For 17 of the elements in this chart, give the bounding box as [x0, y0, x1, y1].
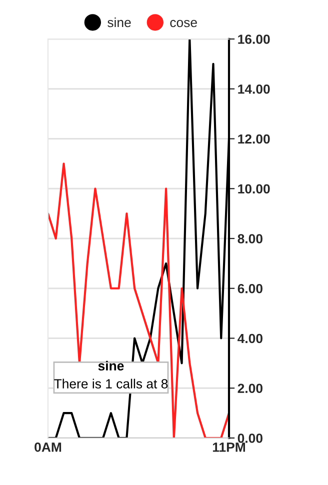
legend-label: cose: [170, 20, 197, 28]
y-tick-label: 0.00: [238, 434, 262, 443]
y-tick-label: 10.00: [238, 184, 270, 194]
y-tick-label: 2.00: [238, 384, 262, 394]
legend-label: sine: [108, 17, 131, 28]
line-series: [48, 162, 229, 438]
y-tick-label: 12.00: [238, 134, 270, 144]
y-tick-label: 4.00: [238, 334, 262, 344]
y-tick-label: 8.00: [238, 234, 262, 244]
y-tick-label: 6.00: [238, 284, 262, 294]
x-tick-label: 0AM: [34, 442, 62, 452]
y-tick-label: 14.00: [238, 84, 270, 94]
x-tick-label: 11PM: [212, 442, 245, 452]
annotation: sine: [98, 360, 124, 371]
y-tick-label: 16.00: [238, 34, 270, 44]
line-series: [48, 39, 229, 438]
annotation: There is 1 calls at 8: [54, 378, 168, 388]
